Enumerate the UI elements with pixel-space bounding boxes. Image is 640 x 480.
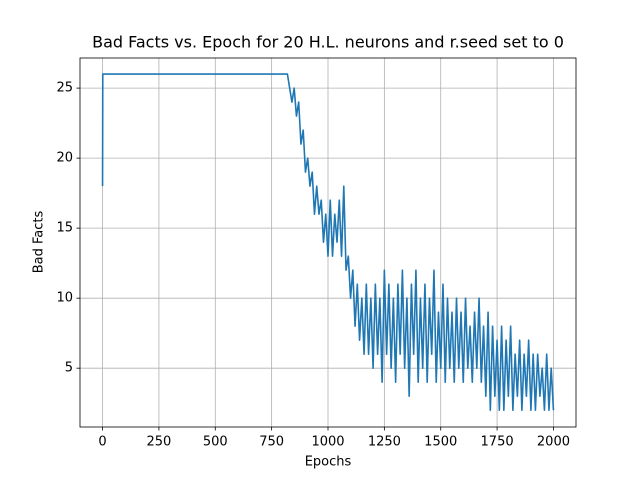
x-tick-label: 0 xyxy=(98,435,106,450)
y-tick-label: 20 xyxy=(56,151,73,166)
x-tick-label: 2000 xyxy=(537,435,570,450)
y-axis-label: Bad Facts xyxy=(32,211,47,274)
y-tick-label: 25 xyxy=(56,81,73,96)
x-axis-label: Epochs xyxy=(305,455,352,470)
y-tick-label: 15 xyxy=(56,221,73,236)
y-tick-label: 10 xyxy=(56,291,73,306)
x-tick-label: 750 xyxy=(259,435,284,450)
y-tick-label: 5 xyxy=(65,361,73,376)
x-tick-label: 1500 xyxy=(424,435,457,450)
plot-frame xyxy=(79,57,577,428)
x-tick-label: 500 xyxy=(203,435,228,450)
x-tick-label: 250 xyxy=(146,435,171,450)
chart-title: Bad Facts vs. Epoch for 20 H.L. neurons … xyxy=(92,33,564,52)
x-tick-label: 1000 xyxy=(311,435,344,450)
x-tick-label: 1250 xyxy=(368,435,401,450)
line-series xyxy=(101,73,555,411)
x-tick-label: 1750 xyxy=(481,435,514,450)
